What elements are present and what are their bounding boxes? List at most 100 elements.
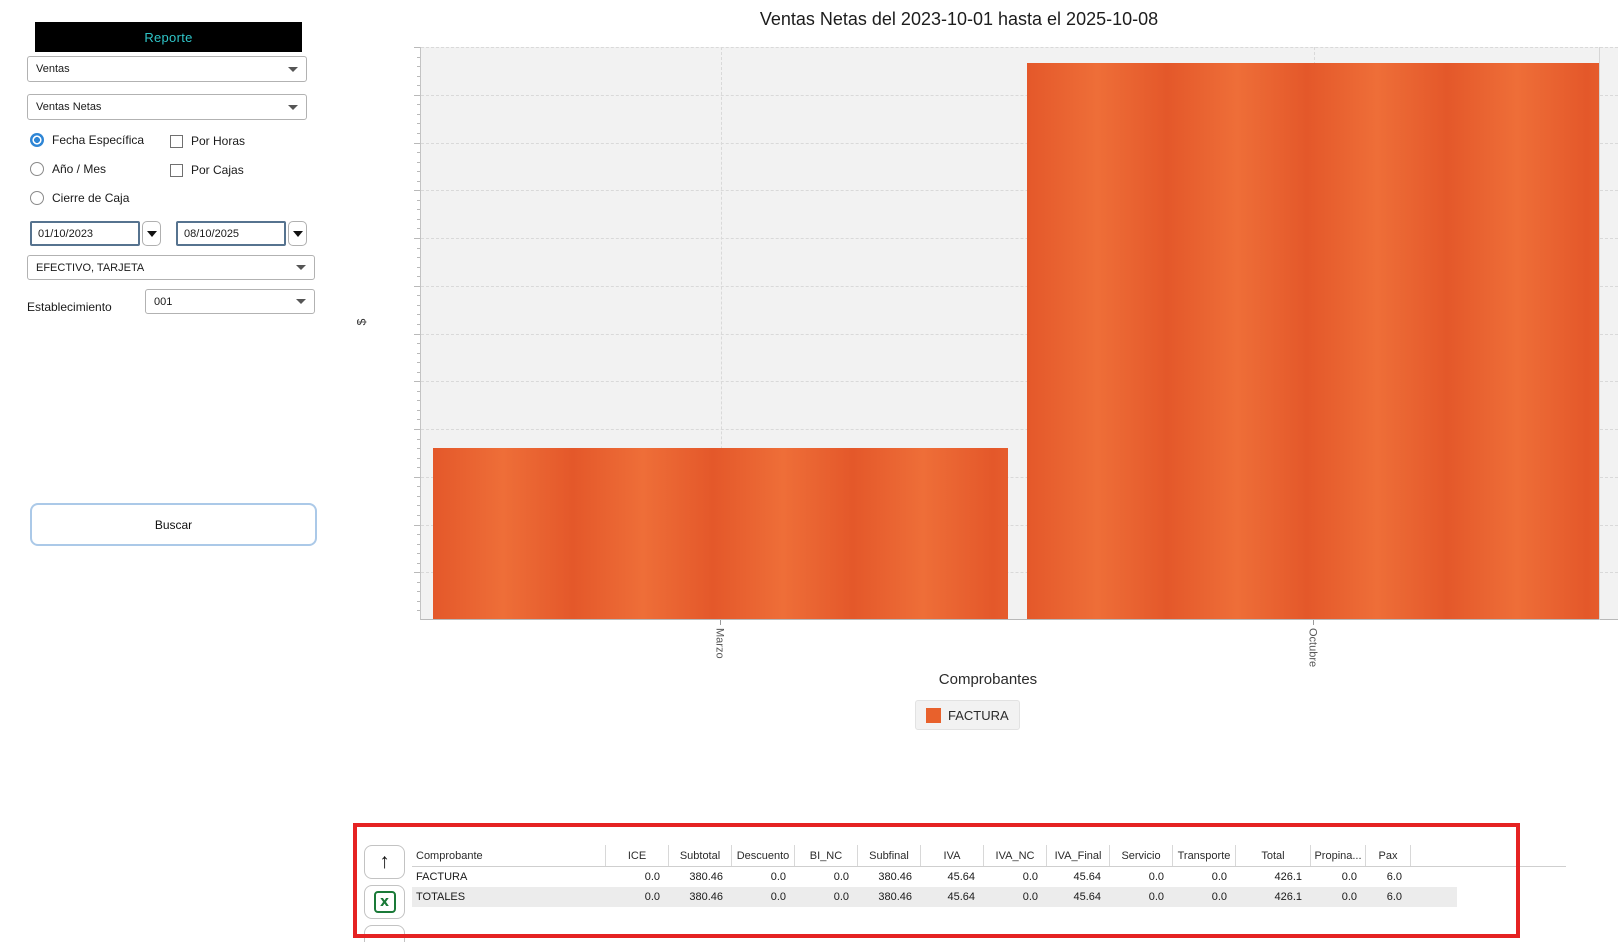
cell-totales-descuento: 0.0 bbox=[770, 891, 786, 903]
column-header-subfinal[interactable]: Subfinal bbox=[857, 845, 920, 866]
column-header-iva-nc[interactable]: IVA_NC bbox=[983, 845, 1046, 866]
radio-fecha-especifica-label: Fecha Específica bbox=[52, 133, 145, 147]
column-header-subtotal[interactable]: Subtotal bbox=[668, 845, 731, 866]
radio-cierre-de-caja[interactable] bbox=[30, 191, 44, 205]
scroll-down-button[interactable] bbox=[364, 925, 405, 942]
y-axis-tick bbox=[417, 438, 420, 440]
y-axis-tick bbox=[417, 352, 420, 354]
legend-item-factura[interactable]: FACTURA bbox=[915, 700, 1020, 730]
column-header-pax[interactable]: Pax bbox=[1365, 845, 1410, 866]
report-category-select[interactable]: Ventas bbox=[27, 56, 307, 82]
gridline-h bbox=[421, 238, 1618, 239]
y-axis-tick bbox=[417, 123, 420, 125]
y-axis-tick bbox=[417, 314, 420, 316]
y-axis-tick bbox=[417, 371, 420, 373]
column-header-comprobante[interactable]: Comprobante bbox=[416, 849, 483, 862]
buscar-button[interactable]: Buscar bbox=[30, 503, 317, 546]
cell-totales-subtotal: 380.46 bbox=[689, 891, 723, 903]
date-from-input[interactable]: 01/10/2023 bbox=[30, 221, 140, 246]
y-axis-tick bbox=[417, 209, 420, 211]
y-axis-tick bbox=[417, 295, 420, 297]
gridline-h bbox=[421, 142, 1618, 144]
y-axis-tick bbox=[417, 390, 420, 392]
y-axis-tick bbox=[417, 553, 420, 555]
column-header-servicio[interactable]: Servicio bbox=[1109, 845, 1172, 866]
date-to-dropdown-button[interactable] bbox=[288, 221, 307, 246]
column-header-propina-[interactable]: Propina... bbox=[1310, 845, 1365, 866]
column-header-iva-final[interactable]: IVA_Final bbox=[1046, 845, 1109, 866]
y-axis-tick bbox=[417, 161, 420, 163]
column-header-ice[interactable]: ICE bbox=[605, 845, 668, 866]
x-axis-tick bbox=[1312, 620, 1314, 625]
date-to-input[interactable]: 08/10/2025 bbox=[176, 221, 286, 246]
cell-factura-iva-nc: 0.0 bbox=[1022, 871, 1038, 883]
payment-method-select[interactable]: EFECTIVO, TARJETA bbox=[27, 255, 315, 280]
column-header-total[interactable]: Total bbox=[1235, 845, 1310, 866]
export-excel-button[interactable]: x bbox=[364, 885, 405, 919]
table-row-totales[interactable]: TOTALES 0.0 380.46 0.0 0.0 380.46 45.64 0.0 45.6… bbox=[412, 887, 1457, 907]
checkbox-por-horas[interactable] bbox=[170, 134, 183, 148]
gridline-h bbox=[421, 47, 1618, 48]
buscar-button-label: Buscar bbox=[154, 517, 193, 532]
gridline-h bbox=[421, 381, 1618, 383]
cell-factura-pax: 6.0 bbox=[1386, 871, 1402, 883]
checkbox-por-cajas[interactable] bbox=[170, 163, 183, 177]
y-axis-tick bbox=[417, 467, 420, 469]
gridline-h bbox=[421, 190, 1618, 192]
column-header-transporte[interactable]: Transporte bbox=[1172, 845, 1235, 866]
radio-ano-mes-label: Año / Mes bbox=[52, 162, 107, 176]
chart-title: Ventas Netas del 2023-10-01 hasta el 202… bbox=[759, 9, 1159, 29]
report-panel-header: Reporte bbox=[35, 22, 302, 52]
column-header-iva[interactable]: IVA bbox=[920, 845, 983, 866]
y-axis-tick bbox=[417, 486, 420, 488]
y-axis-tick bbox=[417, 514, 420, 516]
y-axis-tick bbox=[414, 47, 420, 48]
x-axis-tick bbox=[719, 620, 721, 625]
checkbox-por-cajas-label: Por Cajas bbox=[191, 163, 244, 177]
report-category-value: Ventas bbox=[36, 63, 70, 75]
x-axis-tick-label: Octubre bbox=[1306, 628, 1319, 668]
y-axis-tick bbox=[417, 304, 420, 306]
y-axis-tick bbox=[417, 419, 420, 421]
legend-item-label: FACTURA bbox=[948, 707, 1009, 723]
y-axis-tick bbox=[417, 247, 420, 249]
establishment-label: Establecimiento bbox=[27, 300, 112, 314]
chevron-down-icon bbox=[288, 66, 298, 72]
y-axis-tick bbox=[414, 429, 420, 430]
y-axis-tick bbox=[417, 104, 420, 106]
cell-factura-servicio: 0.0 bbox=[1148, 871, 1164, 883]
report-type-select[interactable]: Ventas Netas bbox=[27, 94, 307, 120]
radio-fecha-especifica[interactable] bbox=[30, 133, 44, 147]
chevron-down-icon bbox=[296, 299, 306, 304]
cell-factura-propina-: 0.0 bbox=[1341, 871, 1357, 883]
y-axis-tick bbox=[417, 610, 420, 612]
y-axis-tick bbox=[417, 180, 420, 182]
column-header-descuento[interactable]: Descuento bbox=[731, 845, 794, 866]
y-axis-tick bbox=[417, 66, 420, 68]
y-axis-tick bbox=[417, 495, 420, 497]
column-header-bi-nc[interactable]: BI_NC bbox=[794, 845, 857, 866]
radio-ano-mes[interactable] bbox=[30, 162, 44, 176]
y-axis-tick bbox=[417, 257, 420, 259]
cell-factura-iva: 45.64 bbox=[947, 871, 975, 883]
cell-totales-pax: 6.0 bbox=[1386, 891, 1402, 903]
cell-factura-subfinal: 380.46 bbox=[878, 871, 912, 883]
checkbox-por-horas-label: Por Horas bbox=[191, 134, 246, 148]
table-row-factura[interactable]: FACTURA 0.0 380.46 0.0 0.0 380.46 45.64 0.0 45.6… bbox=[412, 867, 1457, 887]
y-axis-tick bbox=[417, 534, 420, 536]
excel-icon: x bbox=[373, 891, 396, 913]
x-axis-tick-label: Marzo bbox=[713, 628, 726, 659]
payment-method-value: EFECTIVO, TARJETA bbox=[36, 261, 145, 274]
gridline-h bbox=[421, 524, 1618, 526]
cell-factura-descuento: 0.0 bbox=[770, 871, 786, 883]
date-from-dropdown-button[interactable] bbox=[142, 221, 161, 246]
y-axis-tick bbox=[414, 142, 420, 144]
report-type-value: Ventas Netas bbox=[36, 101, 102, 113]
chevron-down-icon bbox=[288, 104, 298, 110]
y-axis-tick bbox=[417, 75, 420, 77]
establishment-select[interactable]: 001 bbox=[145, 289, 315, 314]
cell-filler bbox=[1410, 887, 1457, 907]
scroll-up-button[interactable]: ↑ bbox=[364, 845, 405, 879]
gridline-h bbox=[421, 429, 1618, 430]
y-axis-tick bbox=[417, 171, 420, 173]
